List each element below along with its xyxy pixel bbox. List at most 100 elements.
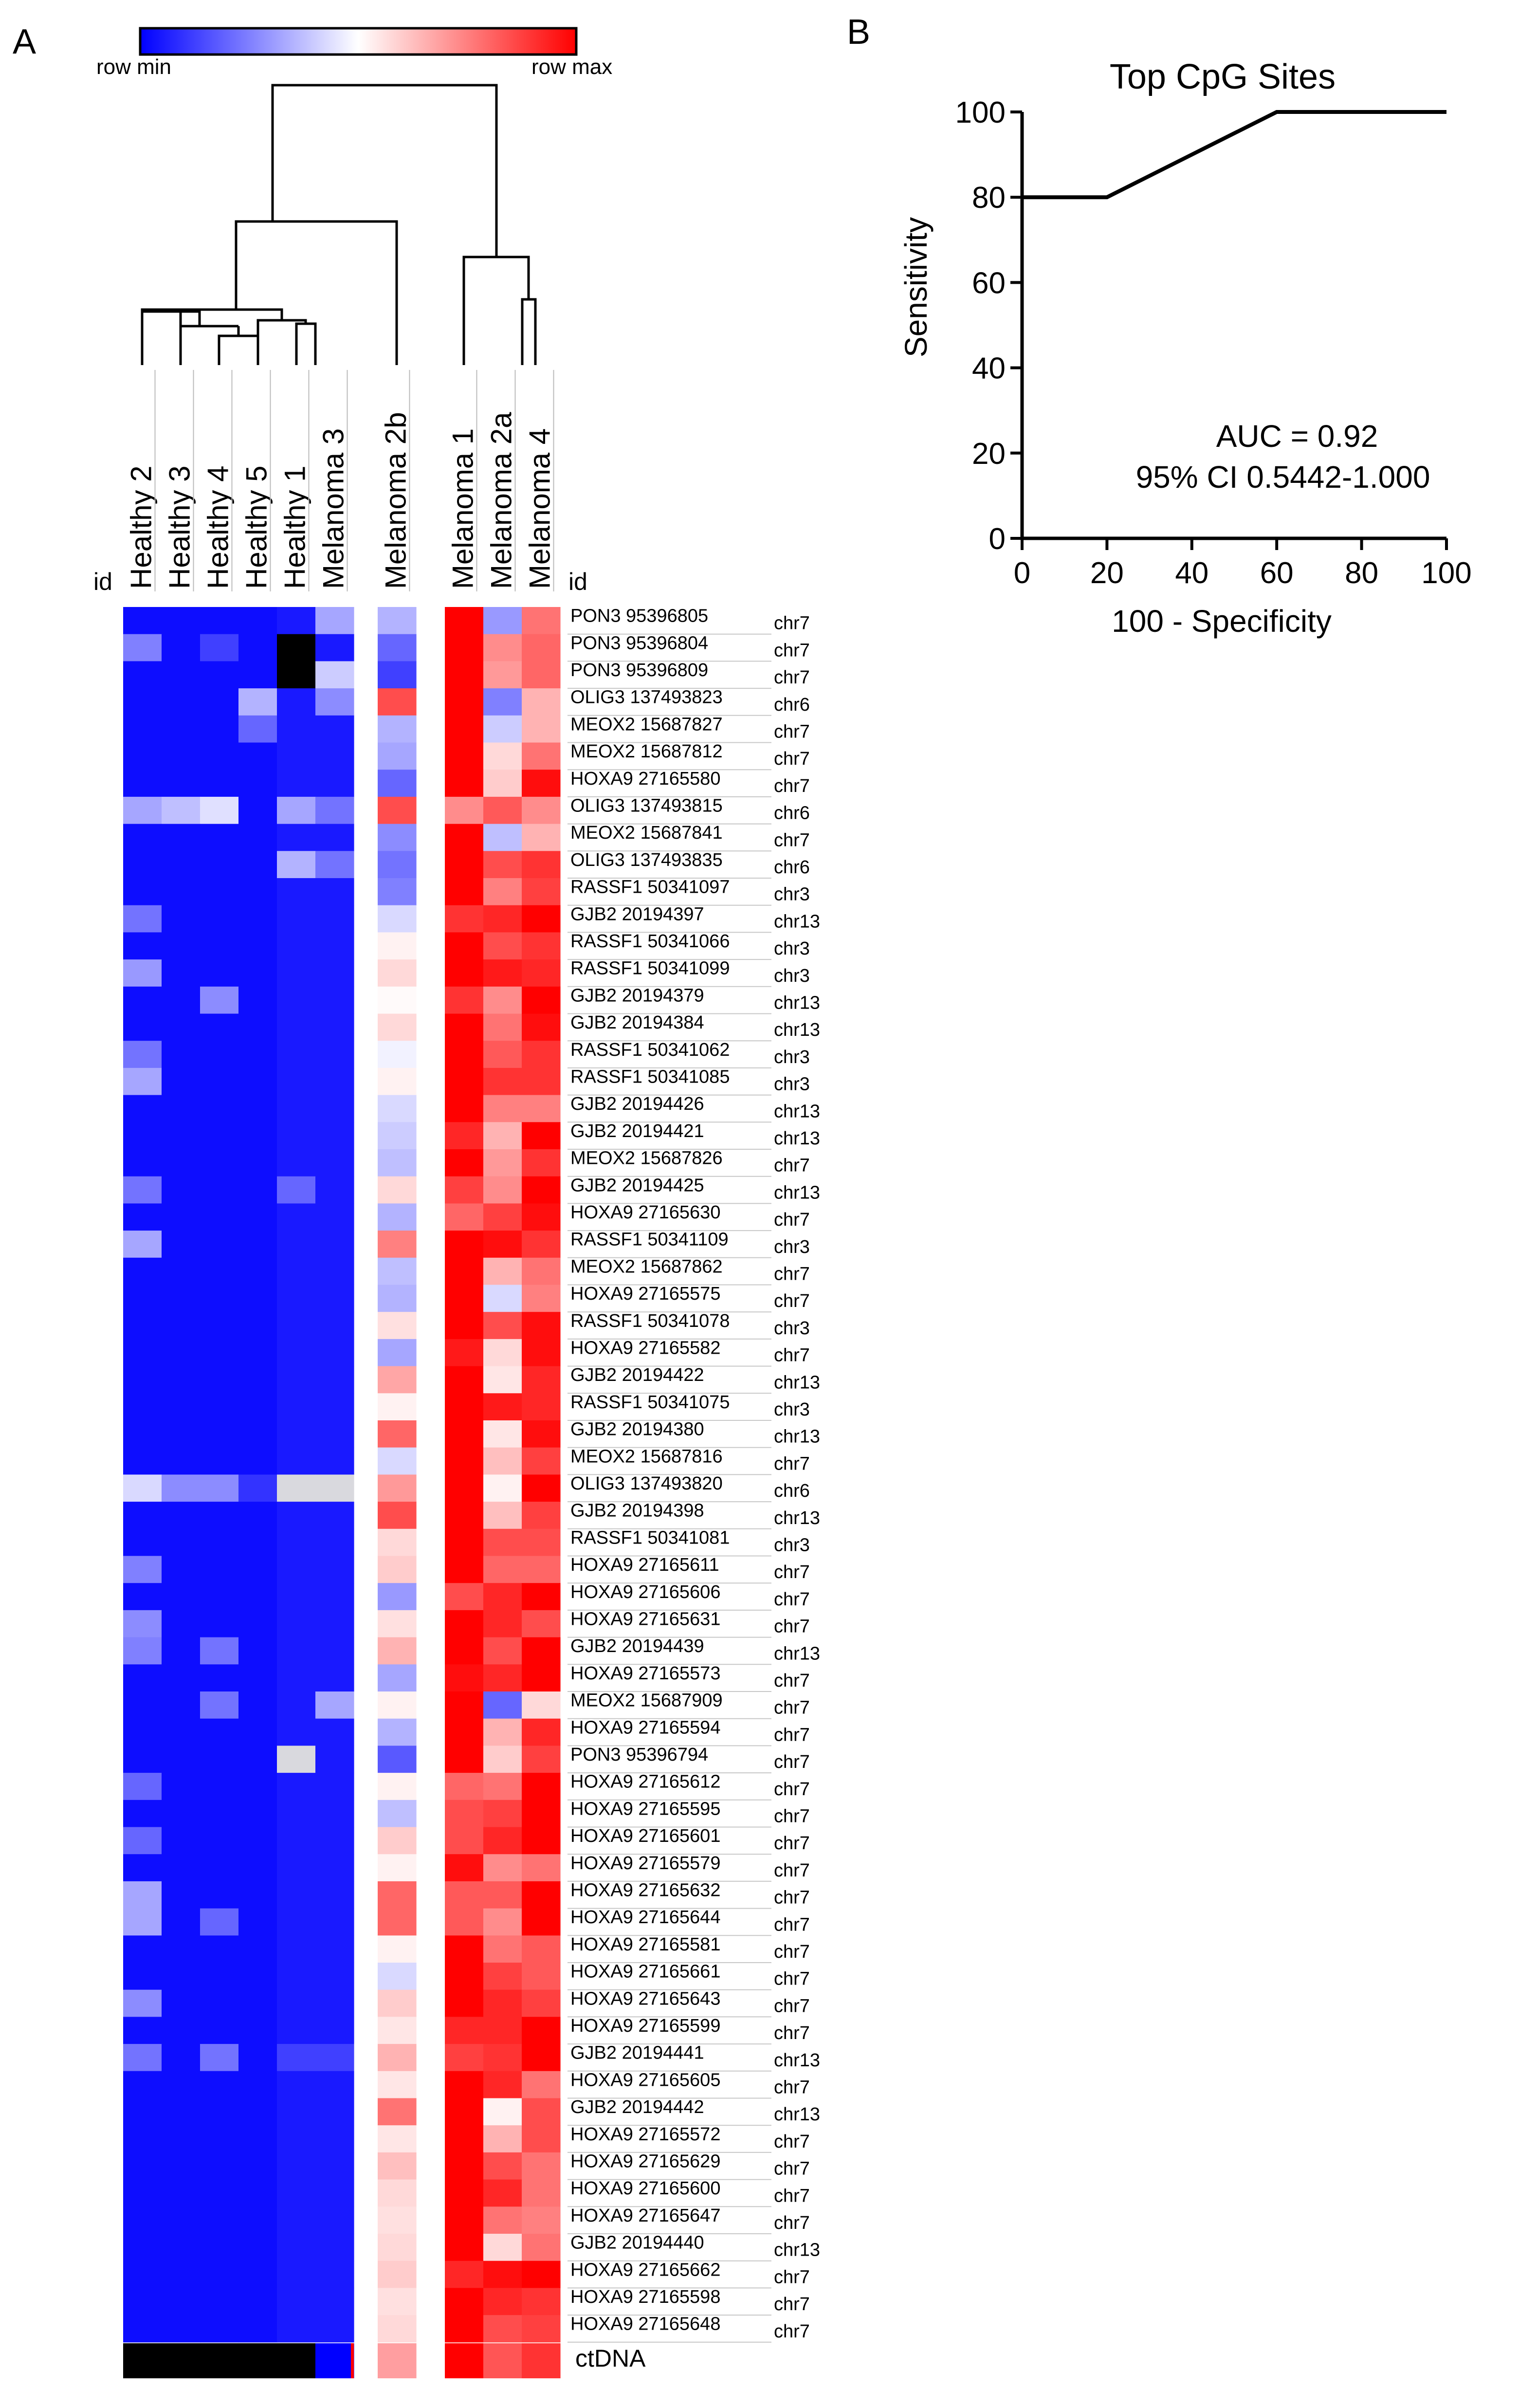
heatmap-cell: [315, 2234, 354, 2261]
heatmap-cell: [238, 2044, 277, 2072]
ctdna-cell: [238, 2343, 277, 2378]
heatmap-cell: [445, 824, 484, 851]
heatmap-cell: [378, 1935, 417, 1963]
heatmap-cell: [200, 2234, 239, 2261]
heatmap-cell: [522, 2206, 561, 2234]
heatmap-cell: [162, 1149, 201, 1177]
heatmap-cell: [378, 634, 417, 662]
heatmap-cell: [522, 1963, 561, 1990]
heatmap-cell: [483, 2017, 522, 2044]
heatmap-cell: [378, 1637, 417, 1665]
heatmap-cell: [445, 2234, 484, 2261]
heatmap-cell: [123, 1935, 162, 1963]
heatmap-cell: [200, 1664, 239, 1692]
heatmap-cell: [123, 607, 162, 635]
heatmap-cell: [238, 715, 277, 743]
heatmap-cell: [200, 1800, 239, 1828]
row-chromosome-label: chr3: [774, 938, 810, 959]
heatmap-cell: [522, 1447, 561, 1475]
heatmap-cell: [378, 1176, 417, 1204]
heatmap-cell: [483, 1637, 522, 1665]
heatmap-cell: [483, 796, 522, 825]
heatmap-cell: [378, 1013, 417, 1041]
heatmap-cell: [162, 688, 201, 716]
heatmap-cell: [378, 986, 417, 1014]
heatmap-cell: [483, 2071, 522, 2099]
heatmap-cell: [315, 959, 354, 987]
dendro-link-healthy-mel2b: [235, 220, 398, 365]
heatmap-cell: [315, 1285, 354, 1312]
heatmap-cell: [123, 1963, 162, 1990]
heatmap-cell: [483, 1149, 522, 1177]
row-id-label: PON3 95396805: [570, 606, 708, 626]
heatmap-cell: [315, 1610, 354, 1638]
heatmap-cell: [277, 2125, 316, 2153]
roc-y-tick-label: 100: [955, 96, 1006, 129]
heatmap-cell: [123, 824, 162, 851]
heatmap-cell: [162, 1827, 201, 1855]
heatmap-cell: [378, 1963, 417, 1990]
heatmap-cell: [445, 1312, 484, 1340]
heatmap-cell: [123, 1312, 162, 1340]
heatmap-cell: [277, 1746, 316, 1773]
heatmap-cell: [483, 959, 522, 987]
heatmap-cell: [445, 1691, 484, 1719]
row-chromosome-label: chr13: [774, 993, 820, 1013]
heatmap-cell: [200, 607, 239, 635]
roc-x-tick-label: 80: [1345, 556, 1378, 590]
heatmap-cell: [522, 1041, 561, 1068]
row-chromosome-label: chr13: [774, 1508, 820, 1528]
heatmap-cell: [162, 986, 201, 1014]
row-chromosome-label: chr7: [774, 1589, 810, 1610]
heatmap-cell: [277, 1420, 316, 1448]
heatmap-cell: [200, 1773, 239, 1801]
dendro-link-healthy-block: [141, 308, 283, 320]
heatmap-cell: [378, 1664, 417, 1692]
heatmap-cell: [277, 1637, 316, 1665]
heatmap-cell: [445, 1122, 484, 1150]
row-chromosome-label: chr7: [774, 2159, 810, 2179]
heatmap-cell: [522, 1773, 561, 1801]
row-id-label: MEOX2 15687909: [570, 1691, 723, 1711]
heatmap-cell: [200, 1203, 239, 1231]
heatmap-cell: [200, 715, 239, 743]
roc-curve: [1022, 110, 1446, 200]
row-chromosome-label: chr7: [774, 2132, 810, 2152]
heatmap-cell: [378, 796, 417, 825]
heatmap-cell: [200, 905, 239, 933]
row-id-label: GJB2 20194397: [570, 904, 704, 924]
row-chromosome-label: chr3: [774, 1399, 810, 1420]
heatmap-cell: [162, 1881, 201, 1909]
row-chromosome-label: chr7: [774, 2267, 810, 2287]
row-id-label: MEOX2 15687812: [570, 741, 723, 762]
heatmap-cell: [277, 824, 316, 851]
heatmap-cell: [378, 1718, 417, 1746]
heatmap-cell: [483, 1908, 522, 1936]
roc-auc-text: AUC = 0.92: [1216, 419, 1378, 454]
heatmap-cell: [162, 1393, 201, 1421]
heatmap-cell: [315, 1800, 354, 1828]
row-chromosome-label: chr7: [774, 1671, 810, 1691]
heatmap-cell: [200, 1393, 239, 1421]
heatmap-cell: [522, 1013, 561, 1041]
heatmap-cell: [200, 1474, 239, 1502]
heatmap-cell: [277, 1149, 316, 1177]
heatmap-cell: [315, 2125, 354, 2153]
heatmap-cell: [378, 607, 417, 635]
column-label: Melanoma 3: [317, 428, 350, 589]
heatmap-cell: [238, 1691, 277, 1719]
heatmap-cell: [277, 1691, 316, 1719]
heatmap-cell: [445, 878, 484, 906]
ctdna-cell: [123, 2343, 162, 2378]
heatmap-cell: [200, 1583, 239, 1611]
heatmap-cell: [238, 2288, 277, 2316]
heatmap-cell: [315, 1935, 354, 1963]
heatmap-cell: [162, 1746, 201, 1773]
heatmap-cell: [200, 2017, 239, 2044]
panel-a: A row min row max Healthy 2 Healthy 3 Heal…: [13, 22, 820, 2378]
heatmap-cell: [315, 986, 354, 1014]
heatmap-cell: [315, 1908, 354, 1936]
row-chromosome-label: chr6: [774, 803, 810, 824]
row-chromosome-label: chr13: [774, 2240, 820, 2261]
heatmap-cell: [483, 1285, 522, 1312]
